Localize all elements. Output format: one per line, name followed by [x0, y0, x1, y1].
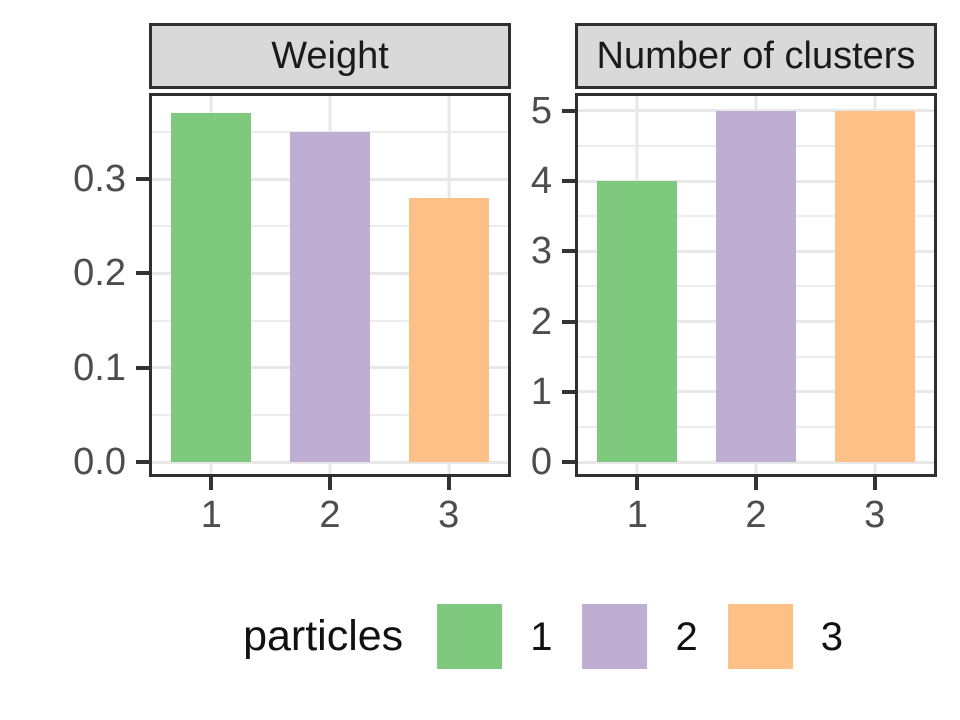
bar-3 [834, 110, 915, 462]
facet-strip-number-of-clusters: Number of clusters [575, 23, 937, 89]
y-tick-mark [562, 460, 575, 464]
y-tick-label: 0.2 [73, 252, 126, 295]
x-tick-mark [328, 477, 332, 490]
y-tick-label: 0 [530, 441, 552, 483]
facet-number-of-clusters: Number of clusters 0 1 2 3 4 5 1 2 3 [531, 23, 937, 534]
bar-1 [597, 181, 678, 462]
legend-title: particles [243, 612, 404, 660]
legend-key-swatch-1 [437, 604, 503, 669]
y-tick-mark [136, 460, 149, 464]
legend-item-3: 3 [727, 604, 843, 669]
x-tick-label: 3 [438, 494, 460, 536]
y-tick-label: 3 [530, 230, 552, 273]
y-tick-label: 0.1 [73, 346, 126, 389]
y-tick-label: 4 [530, 160, 552, 202]
y-tick-label: 0.0 [73, 441, 126, 483]
legend-key-swatch-3 [727, 604, 793, 669]
facet-title-weight: Weight [271, 35, 389, 77]
y-tick-mark [562, 319, 575, 324]
panel-weight: 0.0 0.1 0.2 0.3 1 2 3 [73, 93, 511, 534]
y-tick-mark [136, 271, 149, 276]
x-tick-label: 1 [626, 494, 648, 536]
legend-item-label-3: 3 [820, 614, 843, 659]
y-tick-mark [136, 365, 149, 370]
y-tick-label: 1 [530, 370, 552, 413]
bar-2 [290, 131, 370, 462]
facet-strip-weight: Weight [149, 23, 511, 89]
x-tick-mark [635, 477, 640, 490]
y-tick-label: 2 [530, 300, 552, 343]
y-tick-label: 5 [530, 89, 552, 132]
x-tick-mark [872, 477, 877, 490]
y-tick-label: 0.3 [73, 158, 126, 200]
legend-item-2: 2 [582, 604, 698, 669]
x-tick-mark [446, 477, 451, 490]
bar-1 [171, 112, 252, 462]
facet-title-number-of-clusters: Number of clusters [596, 35, 916, 77]
x-tick-label: 1 [200, 494, 222, 536]
x-tick-mark [754, 477, 758, 490]
y-tick-mark [562, 389, 575, 394]
y-tick-mark [136, 177, 149, 181]
legend-item-1: 1 [437, 604, 552, 669]
y-tick-mark [562, 249, 575, 254]
legend: particles 1 2 3 [243, 604, 843, 669]
x-tick-label: 2 [745, 494, 767, 536]
y-tick-mark [562, 179, 575, 183]
legend-item-label-1: 1 [530, 614, 553, 659]
x-tick-label: 3 [864, 494, 886, 536]
facet-weight: Weight 0.0 0.1 0.2 0.3 1 2 3 [73, 23, 511, 534]
y-tick-mark [562, 108, 575, 113]
legend-key-swatch-2 [582, 604, 648, 669]
panel-number-of-clusters: 0 1 2 3 4 5 1 2 3 [531, 92, 937, 534]
bar-2 [716, 110, 796, 462]
x-tick-mark [209, 477, 214, 490]
bar-3 [408, 197, 489, 462]
x-tick-label: 2 [319, 494, 341, 536]
legend-item-label-2: 2 [675, 614, 698, 659]
